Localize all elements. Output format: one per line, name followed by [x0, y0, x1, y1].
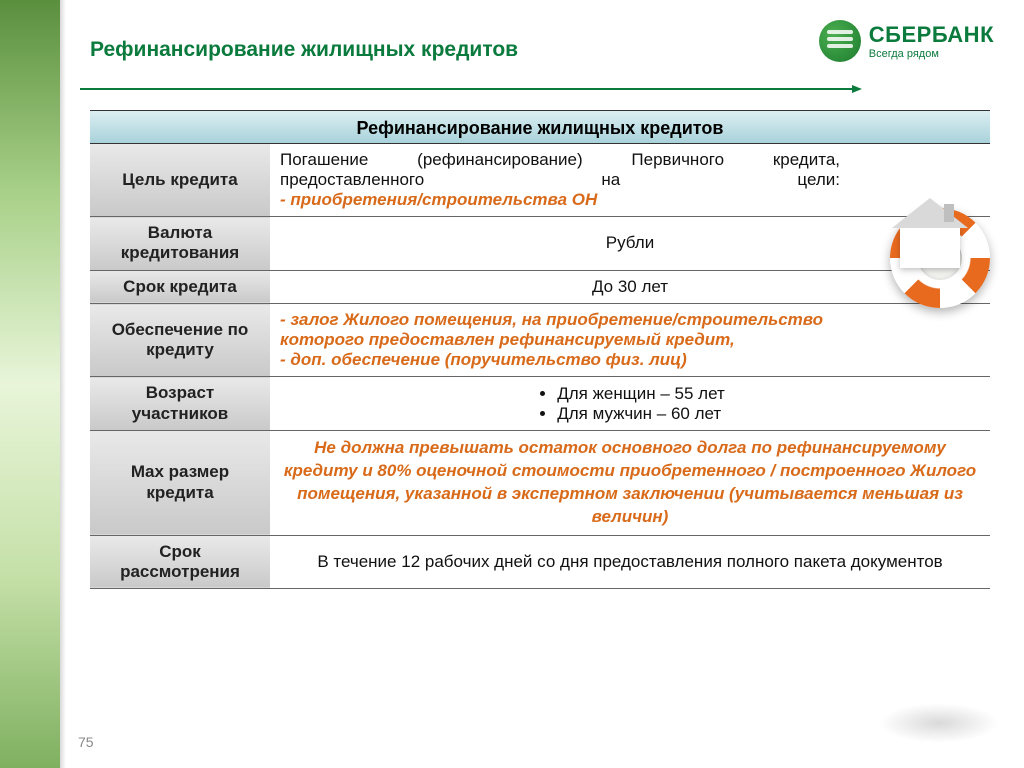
section-band: Рефинансирование жилищных кредитов [90, 110, 990, 144]
sberbank-logo-icon [819, 20, 861, 62]
row-age: Возраст участников Для женщин – 55 лет Д… [90, 377, 990, 431]
row-collateral: Обеспечение по кредиту - залог Жилого по… [90, 304, 990, 377]
row-review: Срок рассмотрения В течение 12 рабочих д… [90, 535, 990, 589]
brand-logo-block: СБЕРБАНК Всегда рядом [819, 20, 994, 62]
label-purpose: Цель кредита [90, 144, 270, 217]
label-term: Срок кредита [90, 270, 270, 303]
decorative-side-strip [0, 0, 60, 768]
content-area: Рефинансирование жилищных кредитов Цель … [90, 110, 990, 589]
info-table: Цель кредита Погашение (рефинансирование… [90, 144, 990, 589]
value-collateral: - залог Жилого помещения, на приобретени… [270, 304, 990, 377]
label-review: Срок рассмотрения [90, 535, 270, 589]
brand-tagline: Всегда рядом [869, 48, 994, 60]
row-term: Срок кредита До 30 лет [90, 270, 990, 303]
value-max-size: Не должна превышать остаток основного до… [270, 430, 990, 535]
row-purpose: Цель кредита Погашение (рефинансирование… [90, 144, 990, 217]
row-max-size: Max размер кредита Не должна превышать о… [90, 430, 990, 535]
label-max-size: Max размер кредита [90, 430, 270, 535]
value-age: Для женщин – 55 лет Для мужчин – 60 лет [270, 377, 990, 431]
label-collateral: Обеспечение по кредиту [90, 304, 270, 377]
label-age: Возраст участников [90, 377, 270, 431]
value-review: В течение 12 рабочих дней со дня предост… [270, 535, 990, 589]
brand-name: СБЕРБАНК [869, 22, 994, 48]
slide-title: Рефинансирование жилищных кредитов [90, 38, 518, 62]
row-currency: Валюта кредитования Рубли [90, 217, 990, 271]
house-lifebuoy-icon [870, 188, 990, 308]
title-underline [80, 88, 854, 90]
label-currency: Валюта кредитования [90, 217, 270, 271]
corner-shine [879, 703, 999, 743]
page-number: 75 [78, 734, 94, 750]
